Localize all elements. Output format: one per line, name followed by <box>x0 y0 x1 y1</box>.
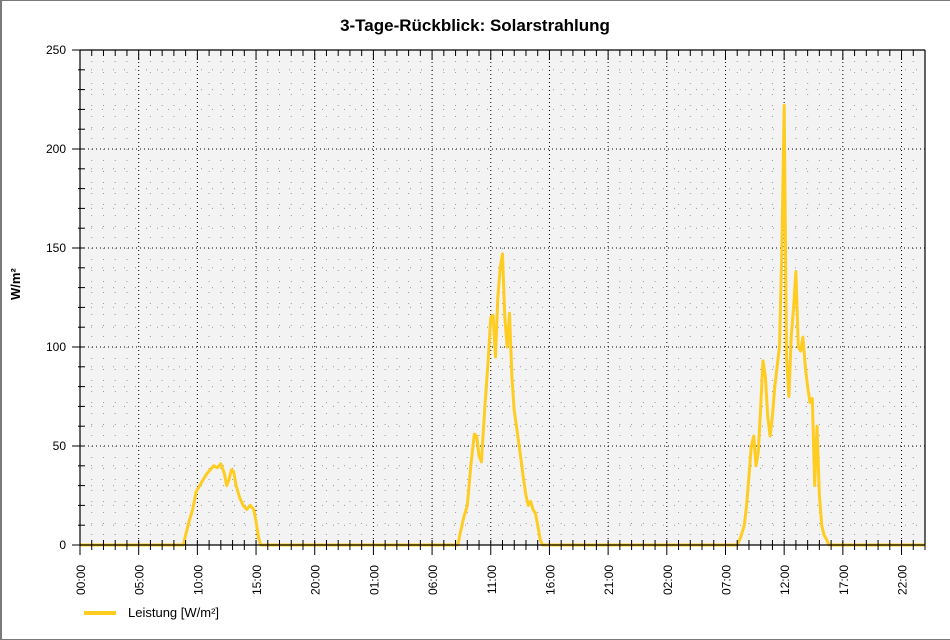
y-tick-label: 100 <box>46 340 66 354</box>
x-tick-label: 05:00 <box>133 565 147 595</box>
x-tick-label: 00:00 <box>74 565 88 595</box>
y-tick-label: 50 <box>53 439 67 453</box>
chart-title: 3-Tage-Rückblick: Solarstrahlung <box>340 16 610 35</box>
x-tick-label: 15:00 <box>250 565 264 595</box>
x-tick-label: 01:00 <box>367 565 381 595</box>
legend: Leistung [W/m²] <box>84 605 219 620</box>
y-tick-label: 150 <box>46 241 66 255</box>
y-tick-label: 0 <box>59 538 66 552</box>
x-tick-label: 22:00 <box>896 565 910 595</box>
x-tick-label: 02:00 <box>661 565 675 595</box>
legend-label: Leistung [W/m²] <box>128 605 220 620</box>
x-tick-label: 17:00 <box>837 565 851 595</box>
x-tick-label: 10:00 <box>191 565 205 595</box>
legend-swatch <box>84 610 116 615</box>
x-tick-label: 06:00 <box>426 565 440 595</box>
x-tick-label: 11:00 <box>485 565 499 594</box>
y-tick-label: 200 <box>46 142 66 156</box>
x-tick-label: 21:00 <box>602 565 616 595</box>
x-tick-label: 12:00 <box>778 565 792 595</box>
x-tick-label: 20:00 <box>309 565 323 595</box>
plot-area <box>80 50 925 545</box>
x-tick-label: 16:00 <box>543 565 557 595</box>
y-tick-label: 250 <box>46 43 66 57</box>
x-tick-label: 07:00 <box>719 565 733 595</box>
series-line <box>80 103 925 547</box>
